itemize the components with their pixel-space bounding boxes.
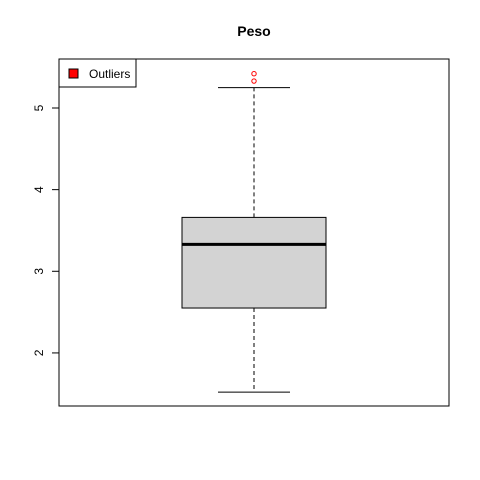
legend-swatch-outliers	[68, 68, 79, 79]
chart-title: Peso	[237, 23, 270, 39]
legend: Outliers	[58, 58, 137, 88]
outlier-point	[251, 78, 257, 84]
y-tick-label: 4	[32, 186, 46, 193]
y-tick-label: 5	[32, 104, 46, 111]
y-tick-label: 2	[32, 349, 46, 356]
plot-area	[181, 70, 327, 393]
legend-label-outliers: Outliers	[89, 67, 130, 81]
y-axis: 2 3 4 5	[32, 104, 60, 356]
outlier-point	[251, 70, 257, 77]
box-iqr	[181, 216, 327, 309]
y-tick-label: 3	[32, 268, 46, 275]
